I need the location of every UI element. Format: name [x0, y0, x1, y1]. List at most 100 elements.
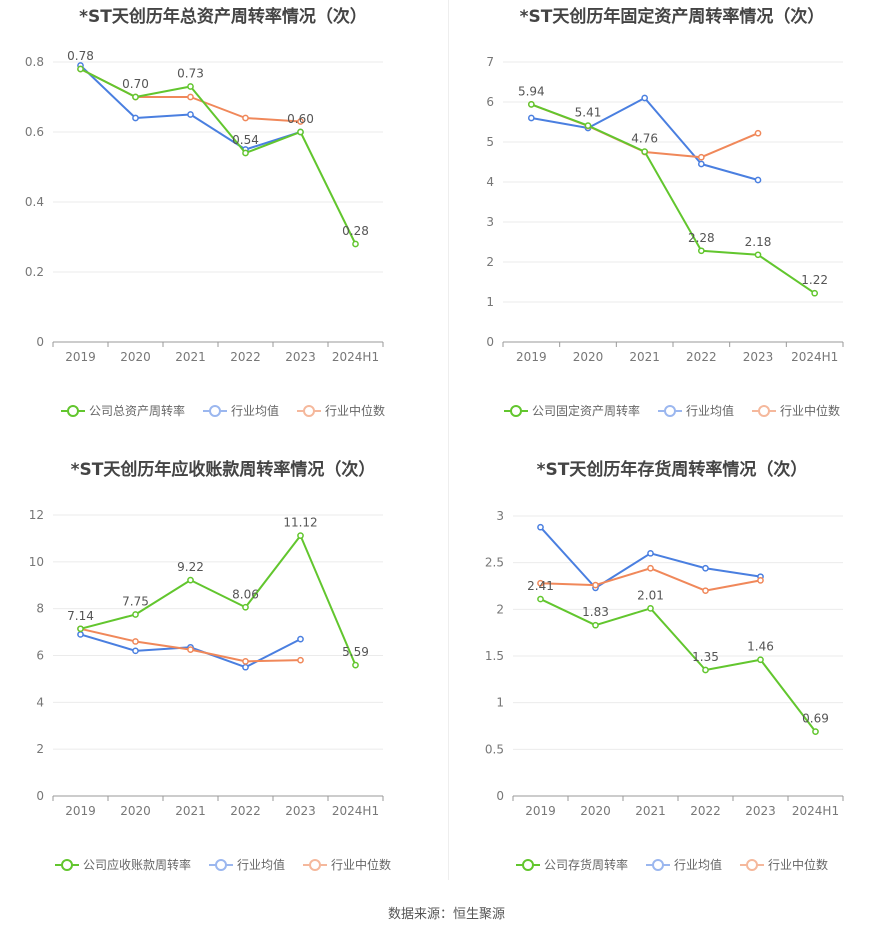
- data-point-industry-mean: [77, 631, 84, 638]
- chart-legend: 公司存货周转率 行业均值 行业中位数: [449, 856, 893, 873]
- data-point-industry-median: [697, 153, 705, 161]
- chart-plot-area: 0 1 2 3 4 5 6 7 2019 2020 2021 2022 2023 2024H1 5.94 5.…: [486, 55, 844, 364]
- legend-swatch-company: [503, 404, 528, 417]
- data-point-company: [352, 661, 359, 669]
- data-point-industry-mean: [132, 647, 139, 655]
- data-label: 1.46: [747, 640, 774, 654]
- legend-label: 行业中位数: [325, 404, 386, 418]
- total-asset-turnover-chart: *ST天创历年总资产周转率情况（次） 0 0.2 0.4 0.6 0.8 2019 2020…: [0, 0, 446, 452]
- data-point-industry-mean: [242, 663, 249, 671]
- y-tick-label: 0.2: [25, 265, 44, 279]
- data-point-industry-median: [757, 577, 764, 584]
- legend-label: 行业均值: [236, 858, 285, 872]
- legend-item-industry-mean[interactable]: 行业均值: [202, 402, 279, 419]
- x-tick-label: 2020: [580, 804, 611, 818]
- legend-item-industry-mean[interactable]: 行业均值: [645, 856, 722, 873]
- series-line-company: [540, 598, 817, 733]
- data-label: 7.14: [67, 609, 94, 623]
- legend-label: 公司固定资产周转率: [531, 404, 640, 418]
- chart-title: *ST天创历年总资产周转率情况（次）: [79, 7, 367, 27]
- x-tick-label: 2022: [230, 350, 261, 364]
- data-label: 11.12: [283, 516, 317, 530]
- x-tick-label: 2019: [525, 804, 556, 818]
- x-tick-label: 2019: [65, 804, 96, 818]
- data-point-company: [297, 532, 304, 539]
- y-tick-label: 1: [486, 295, 494, 309]
- data-point-company: [702, 666, 709, 674]
- data-label: 0.78: [67, 49, 94, 63]
- chart-title: *ST天创历年应收账款周转率情况（次）: [70, 460, 376, 480]
- y-tick-label: 1: [496, 696, 504, 710]
- data-label: 1.35: [692, 650, 719, 664]
- data-label: 0.70: [122, 77, 149, 91]
- series-line-industry-mean: [539, 526, 761, 589]
- legend-swatch-industry-mean: [208, 858, 233, 871]
- y-tick-label: 2.5: [485, 556, 504, 570]
- y-tick-label: 6: [36, 649, 44, 663]
- data-label: 5.41: [575, 106, 602, 120]
- legend-swatch-industry-mean: [657, 404, 682, 417]
- data-point-company: [297, 128, 304, 136]
- x-tick-label: 2020: [573, 350, 604, 364]
- data-point-company: [647, 605, 654, 612]
- legend-item-company[interactable]: 公司应收账款周转率: [54, 856, 191, 873]
- legend-label: 行业中位数: [768, 858, 829, 872]
- data-label: 0.69: [802, 712, 829, 726]
- data-label: 0.73: [177, 67, 204, 81]
- y-tick-label: 0.8: [25, 55, 44, 69]
- legend-label: 行业中位数: [331, 858, 392, 872]
- y-tick-label: 2: [486, 255, 494, 269]
- legend-item-industry-median[interactable]: 行业中位数: [752, 402, 840, 419]
- legend-item-company[interactable]: 公司存货周转率: [515, 856, 628, 873]
- y-tick-label: 6: [486, 95, 494, 109]
- data-point-industry-median: [242, 114, 249, 122]
- inventory-turnover-chart: *ST天创历年存货周转率情况（次） 0 0.5 1 1.5 2 2.5 3 2019 2020 2…: [449, 453, 893, 905]
- data-point-industry-median: [187, 93, 194, 101]
- data-point-industry-median: [187, 646, 194, 653]
- chart-legend: 公司总资产周转率 行业均值 行业中位数: [0, 402, 446, 419]
- data-point-industry-median: [297, 656, 304, 664]
- x-tick-label: 2023: [285, 350, 316, 364]
- legend-item-company[interactable]: 公司固定资产周转率: [503, 402, 640, 419]
- y-tick-label: 0: [36, 789, 44, 803]
- data-point-company: [757, 656, 764, 664]
- x-tick-label: 2023: [743, 350, 774, 364]
- x-tick-label: 2023: [285, 804, 316, 818]
- series-line-company: [530, 103, 816, 295]
- y-tick-label: 0.4: [25, 195, 44, 209]
- x-tick-label: 2019: [516, 350, 547, 364]
- y-tick-label: 7: [486, 55, 494, 69]
- data-point-industry-mean: [697, 160, 705, 168]
- data-label: 7.75: [122, 595, 149, 609]
- legend-label: 行业均值: [673, 858, 722, 872]
- legend-label: 公司存货周转率: [543, 858, 628, 872]
- data-point-company: [132, 611, 139, 618]
- legend-item-industry-median[interactable]: 行业中位数: [740, 856, 828, 873]
- legend-swatch-company: [54, 858, 79, 871]
- data-point-industry-mean: [754, 176, 762, 184]
- data-point-company: [641, 148, 649, 155]
- data-point-industry-mean: [187, 111, 194, 118]
- x-tick-label: 2019: [65, 350, 96, 364]
- data-point-industry-mean: [641, 94, 649, 102]
- series-line-company: [80, 68, 357, 245]
- legend-label: 行业均值: [685, 404, 734, 418]
- data-point-industry-median: [647, 564, 654, 572]
- data-point-industry-mean: [527, 114, 535, 122]
- data-label: 5.94: [518, 84, 545, 98]
- legend-swatch-industry-mean: [202, 404, 227, 417]
- x-tick-label: 2021: [175, 804, 206, 818]
- legend-item-industry-mean[interactable]: 行业均值: [657, 402, 734, 419]
- legend-item-industry-median[interactable]: 行业中位数: [297, 402, 385, 419]
- data-point-industry-mean: [702, 564, 709, 572]
- data-point-company: [537, 595, 544, 603]
- data-point-industry-mean: [132, 114, 139, 122]
- chart-legend: 公司应收账款周转率 行业均值 行业中位数: [0, 856, 446, 873]
- data-label: 1.22: [801, 273, 828, 287]
- legend-swatch-industry-mean: [645, 858, 670, 871]
- y-tick-label: 0.5: [485, 742, 504, 756]
- legend-item-company[interactable]: 公司总资产周转率: [60, 402, 185, 419]
- receivables-turnover-chart: *ST天创历年应收账款周转率情况（次） 0 2 4 6 8 10 12 2019 2020 202…: [0, 453, 446, 905]
- legend-item-industry-mean[interactable]: 行业均值: [208, 856, 285, 873]
- legend-item-industry-median[interactable]: 行业中位数: [303, 856, 391, 873]
